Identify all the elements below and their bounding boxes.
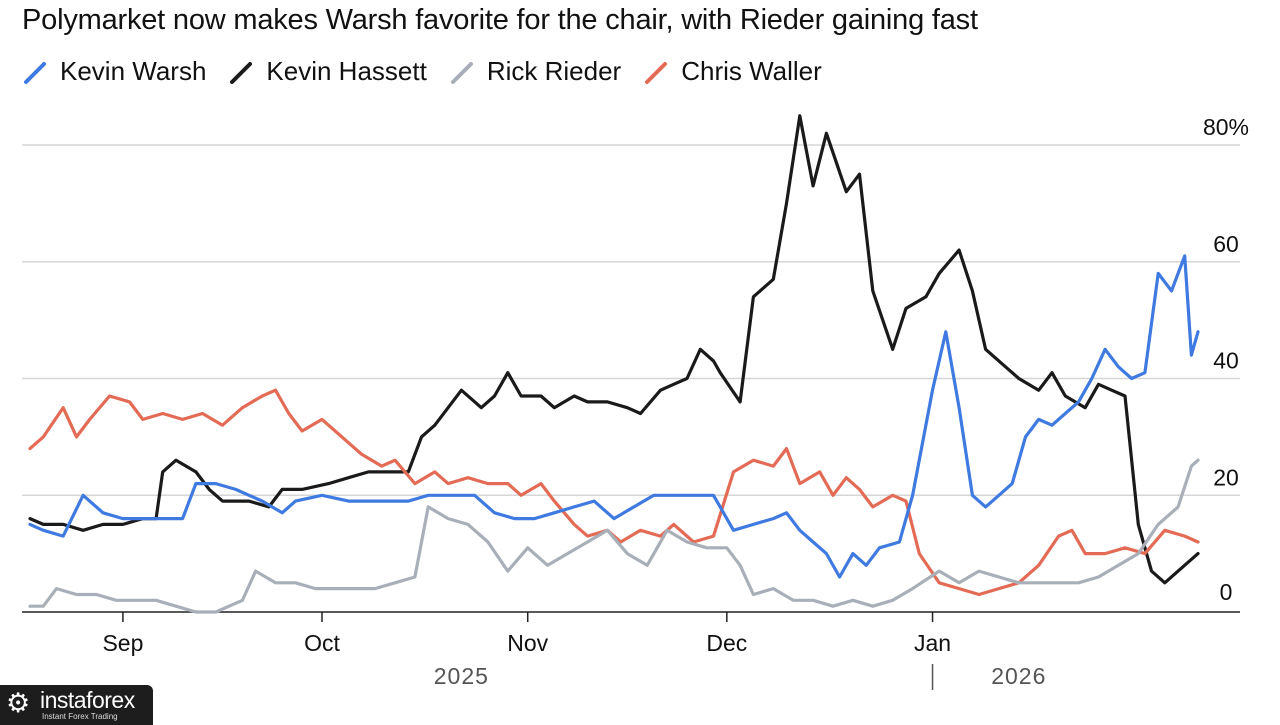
year-label: 2026 [991, 663, 1046, 689]
x-tick-label: Sep [102, 630, 143, 656]
instaforex-logo: ⚙ instaforex Instant Forex Trading [0, 685, 153, 725]
series-line-rick-rieder [28, 458, 1200, 614]
legend-label-rieder: Rick Rieder [486, 56, 622, 86]
legend-swatch-warsh [24, 61, 46, 84]
chart-legend: Kevin Warsh Kevin Hassett Rick Rieder Ch… [22, 56, 844, 87]
legend-label-hassett: Kevin Hassett [266, 56, 427, 86]
legend-item-hassett: Kevin Hassett [228, 56, 427, 87]
legend-swatch-hassett [230, 61, 253, 84]
legend-label-waller: Chris Waller [681, 56, 822, 86]
gear-icon: ⚙ [6, 688, 31, 718]
legend-item-rieder: Rick Rieder [449, 56, 621, 87]
legend-swatch-rieder [450, 61, 473, 84]
y-tick-label: 60 [1213, 231, 1239, 257]
y-tick-label: 0 [1220, 579, 1233, 605]
x-tick-label: Oct [304, 630, 340, 656]
y-tick-label: 80% [1203, 114, 1249, 140]
series-line-kevin-hassett [28, 114, 1200, 585]
x-tick-label: Jan [914, 630, 951, 656]
legend-item-warsh: Kevin Warsh [22, 56, 206, 87]
y-tick-label: 20 [1213, 464, 1239, 490]
series-line-chris-waller [28, 388, 1200, 597]
x-tick-label: Nov [507, 630, 548, 656]
series-line-kevin-warsh [28, 254, 1200, 579]
legend-swatch-waller [645, 61, 668, 84]
legend-label-warsh: Kevin Warsh [60, 56, 207, 86]
chart-title: Polymarket now makes Warsh favorite for … [22, 4, 978, 36]
year-label: 2025 [434, 663, 489, 689]
legend-item-waller: Chris Waller [643, 56, 822, 87]
y-tick-label: 40 [1213, 348, 1239, 374]
x-tick-label: Dec [706, 630, 747, 656]
logo-tagline: Instant Forex Trading [42, 712, 118, 721]
logo-text: instaforex [40, 687, 135, 713]
